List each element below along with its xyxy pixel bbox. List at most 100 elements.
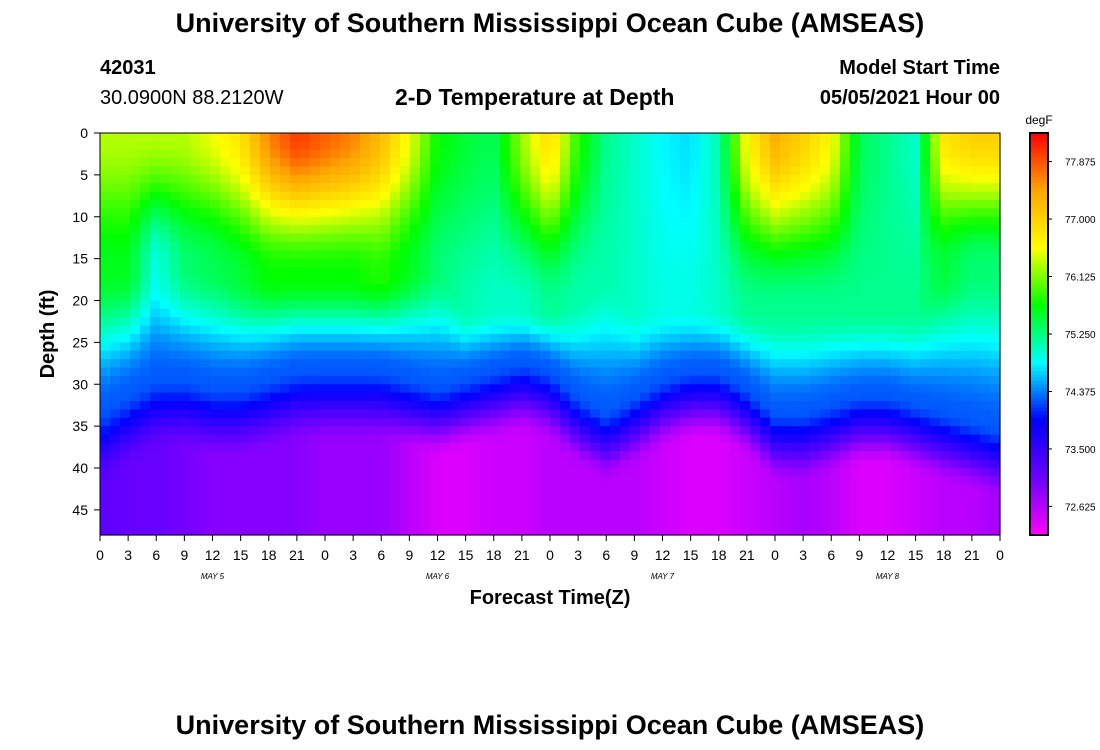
heatmap-cell (370, 174, 381, 184)
heatmap-cell (800, 359, 811, 369)
heatmap-cell (610, 225, 621, 235)
heatmap-cell (580, 334, 591, 343)
heatmap-cell (810, 484, 821, 494)
heatmap-cell (920, 434, 931, 444)
heatmap-cell (200, 191, 211, 201)
heatmap-cell (340, 367, 351, 377)
heatmap-cell (440, 141, 451, 151)
heatmap-cell (190, 350, 201, 360)
heatmap-cell (250, 442, 261, 452)
heatmap-cell (380, 468, 391, 477)
heatmap-cell (910, 392, 921, 402)
heatmap-cell (920, 241, 931, 251)
heatmap-cell (110, 258, 121, 268)
heatmap-cell (360, 459, 371, 469)
heatmap-cell (280, 267, 291, 276)
heatmap-cell (230, 359, 241, 369)
heatmap-cell (220, 174, 231, 184)
heatmap-cell (870, 241, 881, 251)
heatmap-cell (440, 350, 451, 360)
heatmap-cell (440, 459, 451, 469)
heatmap-cell (870, 191, 881, 201)
heatmap-cell (550, 501, 561, 511)
heatmap-cell (530, 459, 541, 469)
x-tick-label: 6 (152, 547, 160, 563)
heatmap-cell (380, 417, 391, 427)
heatmap-cell (630, 208, 641, 218)
heatmap-cell (360, 392, 371, 402)
heatmap-cell (940, 342, 951, 352)
heatmap-cell (840, 526, 851, 536)
heatmap-cell (720, 317, 731, 327)
heatmap-cell (210, 459, 221, 469)
heatmap-cell (180, 300, 191, 310)
heatmap-cell (620, 267, 631, 276)
heatmap-cell (140, 426, 151, 436)
heatmap-cell (420, 476, 431, 486)
colorbar-segment (1030, 223, 1048, 228)
heatmap-cell (110, 317, 121, 327)
colorbar-segment (1030, 350, 1048, 355)
heatmap-cell (390, 476, 401, 486)
heatmap-cell (840, 484, 851, 494)
heatmap-cell (380, 133, 391, 142)
heatmap-cell (940, 300, 951, 310)
heatmap-cell (840, 442, 851, 452)
heatmap-cell (150, 233, 161, 243)
heatmap-cell (430, 409, 441, 419)
heatmap-cell (580, 250, 591, 260)
heatmap-cell (430, 133, 441, 142)
heatmap-cell (340, 258, 351, 268)
heatmap-cell (690, 241, 701, 251)
heatmap-cell (610, 350, 621, 360)
heatmap-cell (820, 426, 831, 436)
heatmap-cell (580, 241, 591, 251)
heatmap-cell (480, 459, 491, 469)
day-label: MAY 5 (201, 572, 225, 581)
heatmap-cell (190, 250, 201, 260)
heatmap-cell (720, 216, 731, 226)
heatmap-cell (960, 367, 971, 377)
heatmap-cell (170, 417, 181, 427)
heatmap-cell (190, 275, 201, 285)
heatmap-cell (290, 174, 301, 184)
heatmap-cell (910, 518, 921, 528)
heatmap-cell (350, 308, 361, 318)
heatmap-cell (850, 241, 861, 251)
heatmap-cell (800, 233, 811, 243)
heatmap-cell (290, 417, 301, 427)
heatmap-cell (680, 216, 691, 226)
heatmap-cell (120, 208, 131, 218)
colorbar-segment (1030, 317, 1048, 322)
heatmap-cell (310, 417, 321, 427)
heatmap-cell (160, 267, 171, 276)
heatmap-cell (110, 325, 121, 335)
heatmap-cell (330, 417, 341, 427)
heatmap-cell (420, 308, 431, 318)
heatmap-cell (690, 191, 701, 201)
heatmap-cell (310, 476, 321, 486)
heatmap-cell (700, 384, 711, 394)
heatmap-cell (400, 216, 411, 226)
heatmap-cell (690, 233, 701, 243)
heatmap-cell (260, 308, 271, 318)
heatmap-cell (580, 442, 591, 452)
heatmap-cell (120, 401, 131, 410)
heatmap-cell (300, 501, 311, 511)
heatmap-cell (190, 308, 201, 318)
heatmap-cell (660, 267, 671, 276)
heatmap-cell (810, 417, 821, 427)
heatmap-cell (680, 166, 691, 176)
heatmap-cell (240, 158, 251, 168)
heatmap-cell (690, 208, 701, 218)
heatmap-cell (930, 417, 941, 427)
heatmap-cell (460, 216, 471, 226)
heatmap-cell (790, 417, 801, 427)
heatmap-cell (290, 342, 301, 352)
heatmap-cell (510, 401, 521, 410)
heatmap-cell (210, 267, 221, 276)
heatmap-cell (990, 275, 1001, 285)
heatmap-cell (380, 367, 391, 377)
heatmap-cell (730, 409, 741, 419)
heatmap-cell (340, 334, 351, 343)
